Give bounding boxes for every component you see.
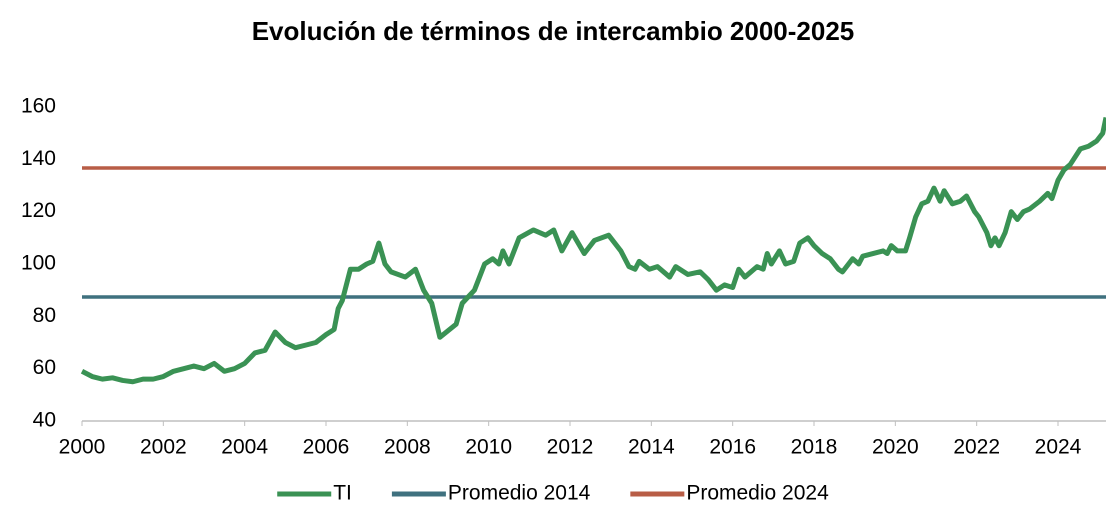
x-tick-label: 2022 [953,436,1000,459]
x-tick-label: 2014 [628,436,675,459]
y-tick-label: 60 [33,356,56,379]
x-tick-label: 2016 [709,436,756,459]
x-tick-label: 2002 [140,436,187,459]
x-tick-label: 2004 [221,436,268,459]
y-tick-label: 100 [21,252,56,275]
legend-label: Promedio 2014 [448,482,591,505]
x-tick-label: 2012 [547,436,594,459]
legend-label: TI [333,482,352,505]
x-tick-label: 2008 [384,436,431,459]
y-tick-label: 120 [21,199,56,222]
y-tick-label: 80 [33,304,56,327]
x-tick-label: 2006 [303,436,350,459]
y-tick-label: 140 [21,147,56,170]
x-tick-label: 2010 [465,436,512,459]
x-tick-label: 2018 [791,436,838,459]
series-line [80,116,1106,385]
x-tick-label: 2020 [872,436,919,459]
y-tick-label: 40 [33,409,56,432]
x-tick-label: 2000 [59,436,106,459]
x-tick-label: 2024 [1035,436,1082,459]
legend-label: Promedio 2024 [686,482,829,505]
chart-title: Evolución de términos de intercambio 200… [252,16,855,46]
y-tick-label: 160 [21,95,56,118]
